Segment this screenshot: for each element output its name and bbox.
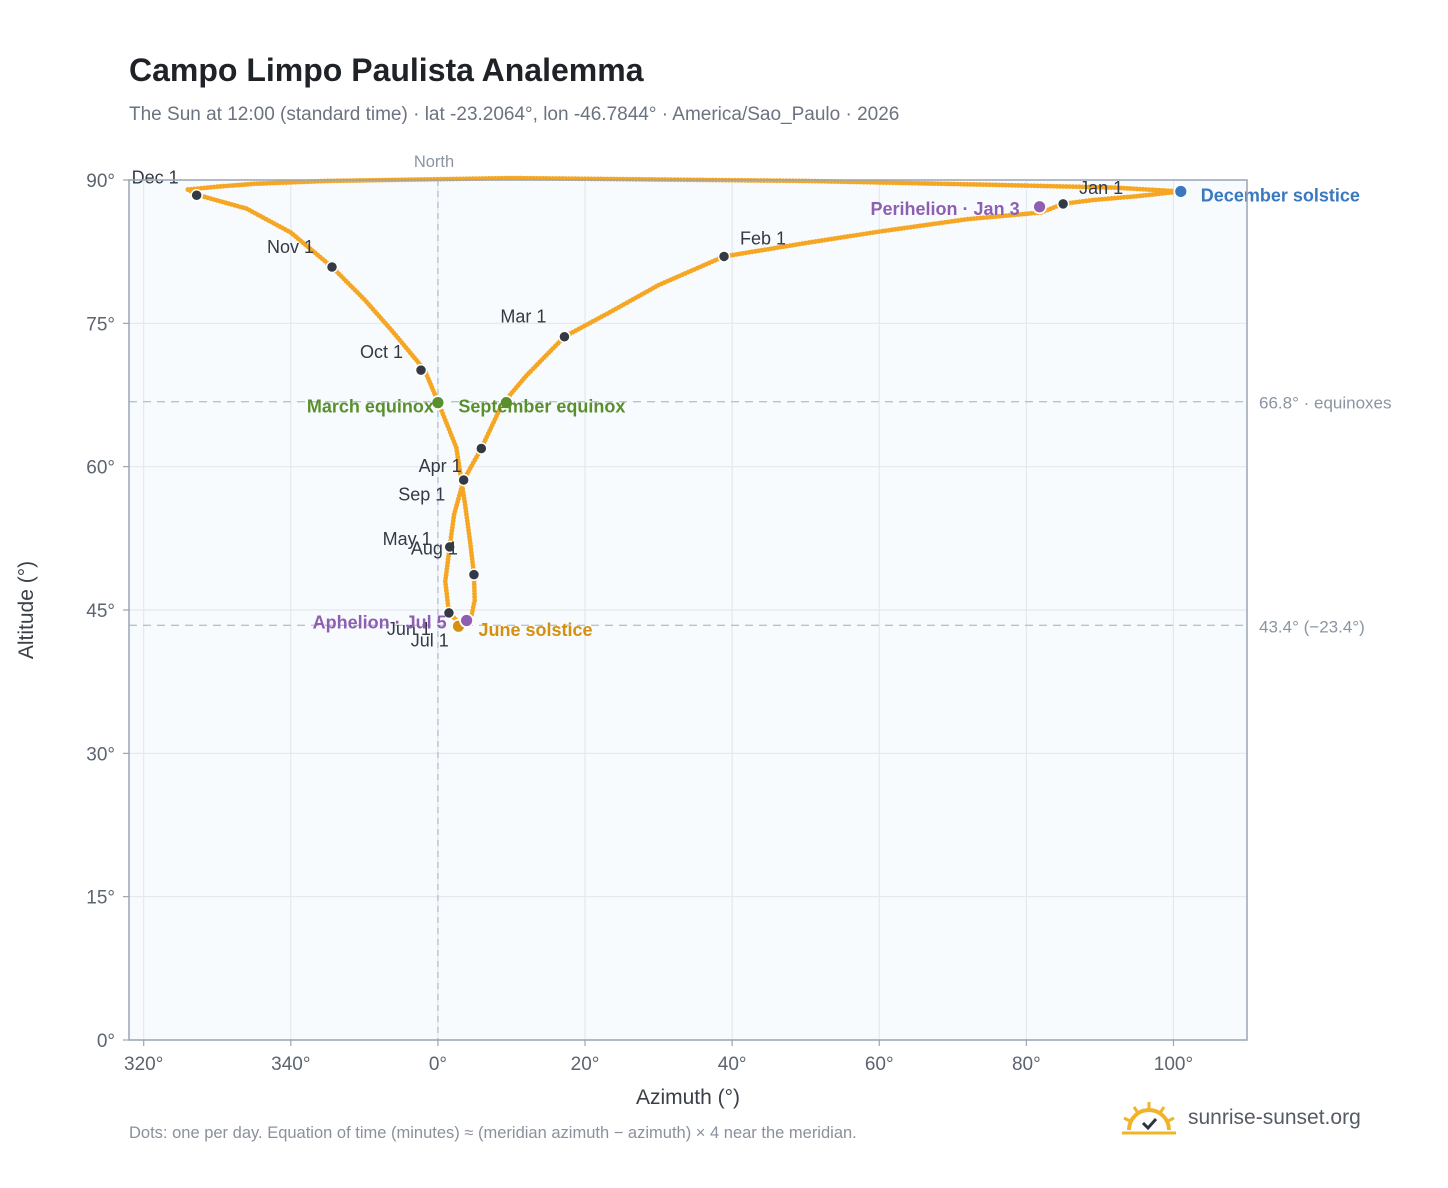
y-tick-label: 75°: [86, 314, 115, 335]
month-marker-label: Apr 1: [419, 456, 462, 476]
month-marker-dot: [457, 473, 470, 487]
month-marker-dot: [190, 189, 203, 202]
event-marker-label: December solstice: [1201, 185, 1360, 205]
x-tick-label: 340°: [271, 1054, 310, 1075]
y-tick-label: 30°: [86, 744, 115, 765]
month-marker-dot: [467, 568, 481, 581]
month-marker-label: Mar 1: [500, 307, 546, 327]
brand-name: sunrise-sunset.org: [1188, 1106, 1361, 1129]
chart-title: Campo Limpo Paulista Analemma: [129, 52, 644, 88]
month-marker-label: Oct 1: [360, 342, 403, 362]
x-tick-label: 0°: [429, 1054, 447, 1075]
x-tick-label: 100°: [1154, 1054, 1193, 1075]
x-axis-label: Azimuth (°): [636, 1086, 740, 1109]
x-tick-label: 60°: [865, 1054, 894, 1075]
event-marker-dot: [459, 613, 475, 628]
reference-lines: 66.8° · equinoxes 43.4° (−23.4°): [129, 180, 1392, 1040]
month-marker-dot: [717, 250, 731, 263]
sun-logo-icon: [1122, 1102, 1176, 1135]
month-marker-label: Jul 1: [411, 630, 449, 650]
month-marker-dot: [475, 442, 488, 455]
event-marker-dot: [1173, 184, 1189, 199]
month-marker-label: Sep 1: [398, 485, 445, 505]
event-marker-label: September equinox: [458, 397, 625, 417]
y-tick-label: 0°: [97, 1031, 115, 1052]
y-tick-label: 90°: [86, 171, 115, 192]
month-marker-label: Jun 1: [387, 619, 431, 639]
x-tick-label: 80°: [1012, 1054, 1041, 1075]
x-tick-label: 20°: [571, 1054, 600, 1075]
chart-subtitle: The Sun at 12:00 (standard time) · lat -…: [129, 104, 900, 125]
y-tick-label: 45°: [86, 601, 115, 622]
event-marker-label: June solstice: [479, 620, 593, 640]
month-marker-dot: [1056, 197, 1070, 211]
footnote: Dots: one per day. Equation of time (min…: [129, 1124, 857, 1142]
north-label: North: [414, 153, 454, 171]
month-marker-dot: [325, 260, 339, 274]
month-marker-dot: [414, 363, 428, 377]
month-marker-label: Nov 1: [267, 237, 314, 257]
x-tick-label: 40°: [718, 1054, 747, 1075]
event-marker-dot: [430, 395, 446, 411]
x-tick-label: 320°: [124, 1054, 163, 1075]
brand[interactable]: sunrise-sunset.org: [1122, 1100, 1361, 1136]
event-marker-label: Perihelion · Jan 3: [871, 199, 1020, 219]
month-marker-label: May 1: [383, 529, 432, 549]
y-axis-label: Altitude (°): [15, 561, 38, 659]
event-marker-dot: [498, 395, 514, 411]
reference-line-label: 43.4° (−23.4°): [1259, 617, 1365, 636]
event-marker-dot: [1032, 199, 1047, 215]
month-marker-dot: [442, 606, 456, 620]
y-tick-label: 15°: [86, 888, 115, 909]
event-markers: March equinox September equinox June solst…: [307, 184, 1360, 640]
month-marker-label: Feb 1: [740, 228, 786, 248]
month-marker-dot: [558, 330, 571, 343]
event-marker-label: Aphelion · Jul 5: [313, 613, 447, 633]
y-tick-label: 60°: [86, 458, 115, 479]
month-marker-dot: [443, 540, 456, 554]
axis-ticks: 320° 340° 0° 20° 40° 60° 80° 100° 0° 15° 30° 45° 60°…: [86, 171, 1193, 1075]
month-marker-label: Jan 1: [1079, 178, 1123, 198]
event-marker-label: March equinox: [307, 397, 434, 417]
month-marker-label: Aug 1: [411, 539, 458, 559]
month-marker-label: Dec 1: [132, 167, 179, 187]
reference-line-label: 66.8° · equinoxes: [1259, 394, 1392, 413]
